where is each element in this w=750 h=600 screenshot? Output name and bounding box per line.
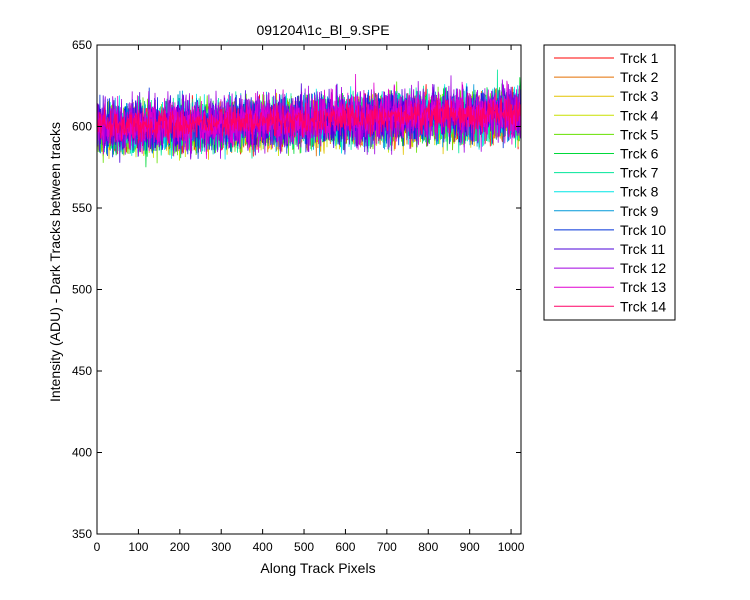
x-tick-label: 100 <box>128 540 148 554</box>
legend-label-8: Trck 8 <box>620 184 659 200</box>
chart-title: 091204\1c_Bl_9.SPE <box>256 22 389 38</box>
x-tick-label: 400 <box>253 540 273 554</box>
y-axis-label: Intensity (ADU) - Dark Tracks between tr… <box>47 122 63 402</box>
legend-label-3: Trck 3 <box>620 88 659 104</box>
legend-label-13: Trck 13 <box>620 279 666 295</box>
y-tick-label: 650 <box>72 38 92 52</box>
x-axis-label: Along Track Pixels <box>260 560 375 576</box>
x-tick-label: 700 <box>377 540 397 554</box>
x-tick-label: 800 <box>418 540 438 554</box>
legend-label-14: Trck 14 <box>620 298 666 314</box>
x-tick-label: 300 <box>211 540 231 554</box>
legend-label-9: Trck 9 <box>620 203 659 219</box>
legend: Trck 1 Trck 2 Trck 3 Trck 4 Trck 5 Trck 6 Trck… <box>543 44 676 321</box>
legend-label-11: Trck 11 <box>620 241 665 257</box>
y-tick-label: 450 <box>72 364 92 378</box>
legend-label-12: Trck 12 <box>620 260 666 276</box>
series-line-14 <box>97 92 521 146</box>
y-tick-label: 350 <box>72 527 92 541</box>
legend-label-7: Trck 7 <box>620 165 659 181</box>
x-tick-label: 900 <box>460 540 480 554</box>
legend-label-4: Trck 4 <box>620 107 659 123</box>
x-tick-label: 500 <box>294 540 314 554</box>
legend-label-5: Trck 5 <box>620 126 659 142</box>
series-layer <box>97 69 521 168</box>
y-tick-label: 550 <box>72 201 92 215</box>
legend-items: Trck 1 Trck 2 Trck 3 Trck 4 Trck 5 Trck 6 Trck… <box>554 50 666 314</box>
legend-label-10: Trck 10 <box>620 222 666 238</box>
x-tick-label: 1000 <box>498 540 525 554</box>
x-axis: 0 100 200 300 400 500 600 700 800 900 1000 <box>94 45 525 554</box>
y-axis: 350 400 450 500 550 600 650 <box>72 38 521 541</box>
x-tick-label: 600 <box>335 540 355 554</box>
y-tick-label: 500 <box>72 283 92 297</box>
legend-label-1: Trck 1 <box>620 50 659 66</box>
y-tick-label: 600 <box>72 120 92 134</box>
legend-label-2: Trck 2 <box>620 69 659 85</box>
y-tick-label: 400 <box>72 446 92 460</box>
x-tick-label: 200 <box>170 540 190 554</box>
x-tick-label: 0 <box>94 540 101 554</box>
legend-label-6: Trck 6 <box>620 146 659 162</box>
legend-box <box>543 44 676 321</box>
